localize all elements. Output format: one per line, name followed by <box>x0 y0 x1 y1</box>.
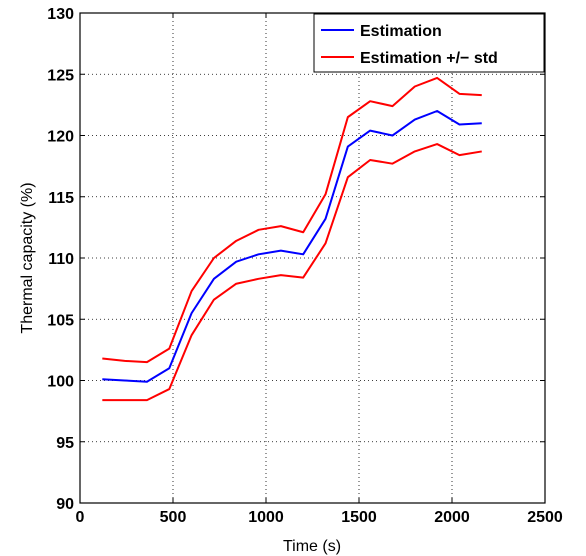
y-tick-label: 105 <box>47 312 74 329</box>
y-tick-label: 115 <box>48 190 74 207</box>
y-tick-label: 110 <box>48 251 74 268</box>
legend-box <box>313 13 545 73</box>
y-tick-label: 95 <box>56 435 74 452</box>
x-tick-label: 1000 <box>248 509 284 526</box>
series-lower-std-line <box>102 143 482 402</box>
legend: Estimation Estimation +/− std <box>313 13 545 73</box>
x-axis-label: Time (s) <box>283 538 341 555</box>
x-tick-label: 2500 <box>527 509 563 526</box>
x-tick-label: 0 <box>76 509 85 526</box>
y-tick-label: 90 <box>56 496 74 513</box>
y-axis-label: Thermal capacity (%) <box>19 182 36 333</box>
y-tick-label: 100 <box>47 374 74 391</box>
y-tick-label: 125 <box>47 67 74 84</box>
grid <box>80 13 545 503</box>
legend-label-estimation: Estimation <box>360 23 442 40</box>
y-tick-label: 120 <box>47 129 74 146</box>
series-upper-std-line <box>102 76 482 364</box>
x-tick-label: 2000 <box>434 509 470 526</box>
ticks: 0 500 1000 1500 2000 2500 90 95 100 105 110 115 120 1… <box>47 6 563 526</box>
series-layer <box>102 76 482 402</box>
x-tick-label: 1500 <box>341 509 377 526</box>
y-tick-label: 130 <box>47 6 74 23</box>
x-tick-label: 500 <box>160 509 187 526</box>
series-estimation-line <box>102 110 482 383</box>
legend-label-estimation-std: Estimation +/− std <box>360 50 498 67</box>
